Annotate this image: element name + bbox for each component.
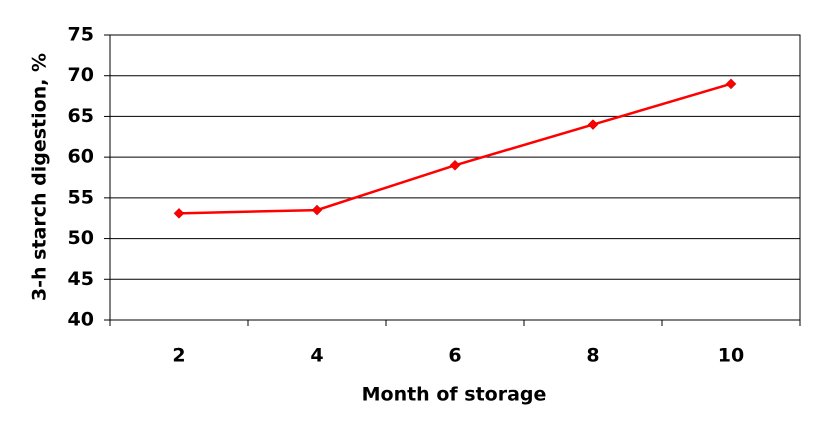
x-axis-label: Month of storage bbox=[362, 384, 547, 406]
data-line bbox=[178, 82, 732, 215]
y-tick-label: 65 bbox=[68, 105, 94, 127]
x-tick-label: 2 bbox=[172, 345, 185, 367]
y-tick-label: 60 bbox=[68, 146, 94, 168]
x-tick-label: 10 bbox=[718, 345, 744, 367]
data-point bbox=[725, 78, 737, 90]
x-tick-label: 8 bbox=[586, 345, 599, 367]
data-point bbox=[173, 207, 185, 219]
y-tick-label: 45 bbox=[68, 268, 94, 290]
y-tick-label: 75 bbox=[68, 24, 94, 46]
x-tick-label: 6 bbox=[448, 345, 461, 367]
y-tick-label: 40 bbox=[68, 309, 94, 331]
data-point bbox=[587, 119, 599, 130]
y-tick-label: 50 bbox=[68, 227, 94, 249]
data-point bbox=[311, 204, 323, 216]
y-tick-label: 70 bbox=[68, 64, 94, 86]
data-point bbox=[449, 159, 461, 171]
y-axis-label: 3-h starch digestion, % bbox=[29, 53, 51, 301]
y-tick-label: 55 bbox=[68, 186, 94, 208]
plot-frame bbox=[109, 34, 801, 321]
x-tick-label: 4 bbox=[310, 345, 323, 367]
